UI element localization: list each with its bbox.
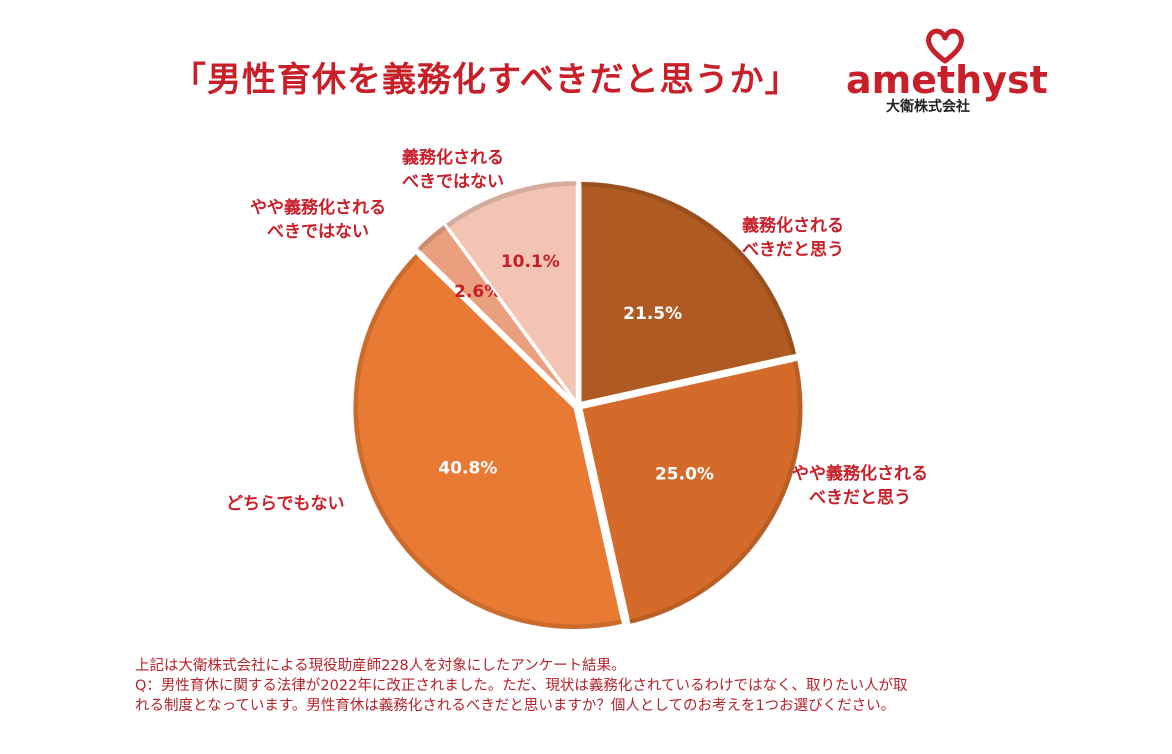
survey-note: 上記は大衛株式会社による現役助産師228人を対象にしたアンケート結果。 Q：男性… xyxy=(135,656,1095,716)
slice-label-1-line-1: べきだと思う xyxy=(809,488,911,508)
slice-label-3-line-0: やや義務化される xyxy=(250,198,386,218)
pie-slice-rim-1 xyxy=(628,359,803,625)
slice-label-3-line-1: べきではない xyxy=(267,222,369,242)
slice-label-3: やや義務化される べきではない xyxy=(250,196,386,244)
pie-slice-1 xyxy=(580,358,805,626)
slice-label-2-line-0: どちらでもない xyxy=(226,494,345,514)
slice-label-4: 義務化される べきではない xyxy=(402,146,504,194)
pie-slice-2 xyxy=(351,251,625,631)
company-logo: amethyst 大衛株式会社 xyxy=(846,28,1048,118)
slice-label-4-line-1: べきではない xyxy=(402,172,504,192)
slice-label-1: やや義務化される べきだと思う xyxy=(792,462,928,510)
slice-value-label-2: 40.8% xyxy=(438,458,497,478)
pie-slice-rim-3 xyxy=(416,224,448,252)
slice-label-0-line-0: 義務化される xyxy=(742,216,844,236)
note-line-3: れる制度となっています。男性育休は義務化されるべきだと思いますか？個人としてのお… xyxy=(135,698,896,714)
logo-company-name: 大衛株式会社 xyxy=(886,99,970,115)
note-line-1: 上記は大衛株式会社による現役助産師228人を対象にしたアンケート結果。 xyxy=(135,658,626,674)
slice-label-2: どちらでもない xyxy=(226,492,345,516)
logo-wordmark: amethyst xyxy=(846,58,1048,102)
pie-slice-4 xyxy=(443,179,578,406)
slice-value-label-0: 21.5% xyxy=(623,304,682,324)
slice-value-label-3: 2.6% xyxy=(454,282,501,302)
slice-label-1-line-0: やや義務化される xyxy=(792,464,928,484)
pie-slice-rim-2 xyxy=(353,253,623,630)
heart-icon xyxy=(926,28,964,64)
slice-value-label-4: 10.1% xyxy=(501,252,560,272)
note-line-2: Q：男性育休に関する法律が2022年に改正されました。ただ、現状は義務化されてい… xyxy=(135,678,908,694)
pie-slice-rim-4 xyxy=(445,180,577,228)
pie-slice-rim-0 xyxy=(580,181,797,356)
pie-slice-3 xyxy=(415,222,577,404)
slice-label-4-line-0: 義務化される xyxy=(402,148,504,168)
chart-title: 「男性育休を義務化すべきだと思うか」 xyxy=(172,60,800,100)
slice-label-0: 義務化される べきだと思う xyxy=(742,214,844,262)
slice-value-label-1: 25.0% xyxy=(655,465,714,485)
slice-label-0-line-1: べきだと思う xyxy=(742,240,844,260)
pie-slice-0 xyxy=(579,179,799,405)
